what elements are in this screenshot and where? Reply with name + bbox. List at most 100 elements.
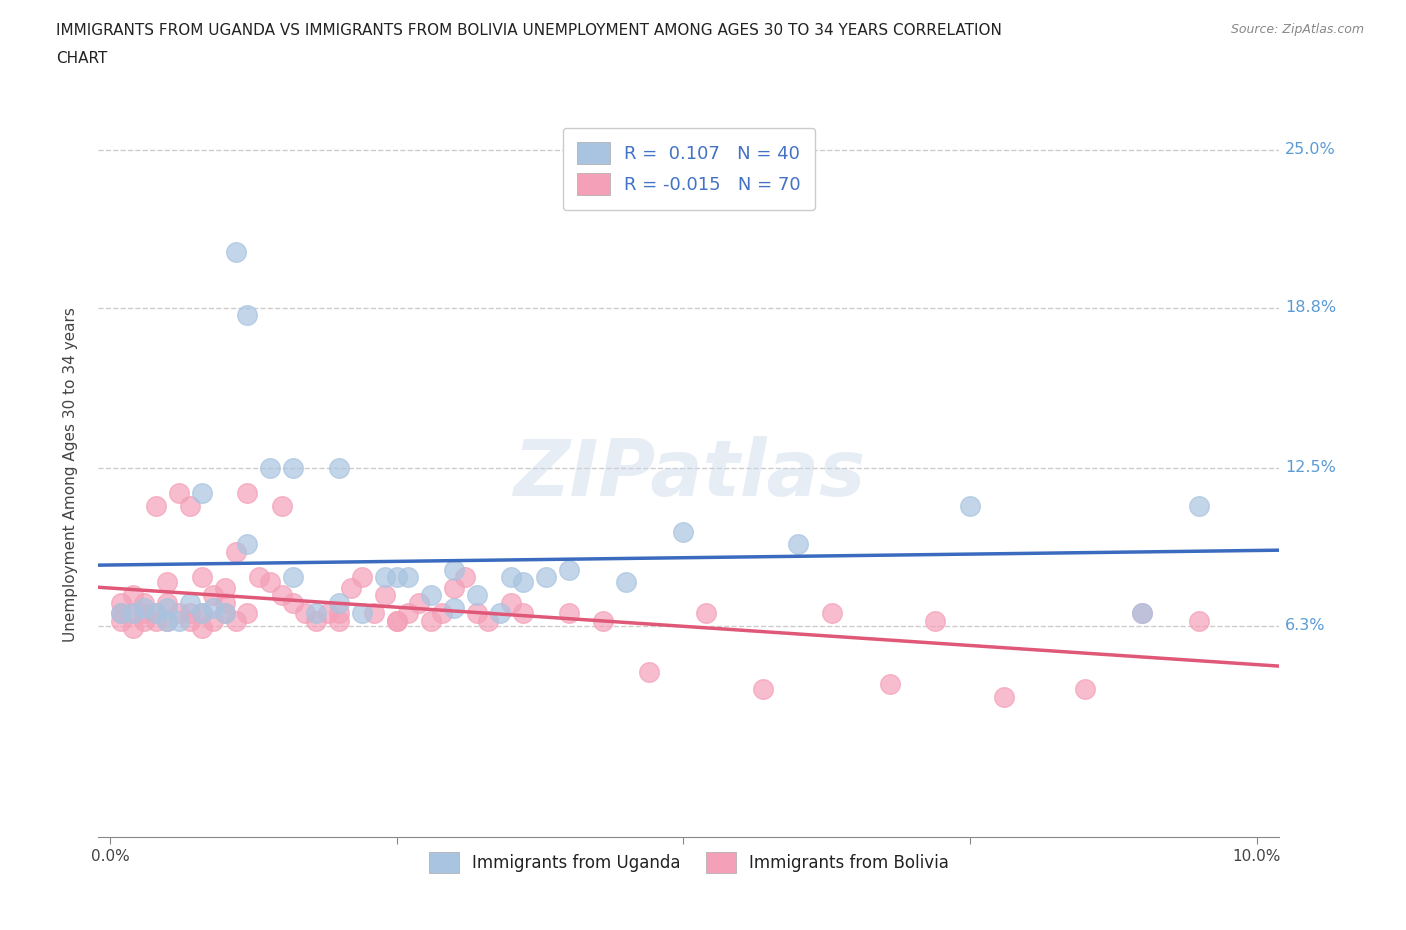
Point: [110, 613, 132, 628]
Point: [121, 605, 143, 620]
Point: [420, 613, 443, 628]
Point: [121, 588, 143, 603]
Point: [959, 498, 981, 513]
Point: [259, 460, 281, 475]
Point: [465, 605, 488, 620]
Point: [270, 588, 292, 603]
Point: [328, 595, 350, 610]
Point: [752, 682, 775, 697]
Point: [225, 613, 247, 628]
Point: [1188, 498, 1211, 513]
Point: [328, 460, 350, 475]
Point: [134, 595, 156, 610]
Point: [420, 588, 443, 603]
Point: [190, 621, 212, 636]
Point: [110, 605, 132, 620]
Text: ZIPatlas: ZIPatlas: [513, 436, 865, 512]
Point: [145, 605, 167, 620]
Point: [993, 689, 1015, 704]
Point: [512, 575, 534, 590]
Point: [443, 601, 465, 616]
Point: [614, 575, 637, 590]
Point: [488, 605, 510, 620]
Point: [534, 570, 557, 585]
Point: [374, 588, 396, 603]
Point: [190, 605, 212, 620]
Text: 12.5%: 12.5%: [1285, 460, 1336, 475]
Point: [672, 525, 695, 539]
Point: [316, 605, 339, 620]
Point: [294, 605, 316, 620]
Point: [592, 613, 614, 628]
Point: [385, 613, 408, 628]
Point: [156, 613, 179, 628]
Point: [385, 613, 408, 628]
Point: [134, 605, 156, 620]
Point: [374, 570, 396, 585]
Point: [202, 588, 225, 603]
Point: [134, 613, 156, 628]
Point: [454, 570, 477, 585]
Point: [695, 605, 717, 620]
Point: [156, 613, 179, 628]
Point: [557, 605, 579, 620]
Point: [352, 570, 374, 585]
Point: [202, 613, 225, 628]
Point: [512, 605, 534, 620]
Point: [156, 595, 179, 610]
Point: [501, 595, 523, 610]
Text: CHART: CHART: [56, 51, 108, 66]
Point: [236, 486, 259, 501]
Point: [339, 580, 361, 595]
Point: [1130, 605, 1153, 620]
Point: [214, 605, 236, 620]
Text: 25.0%: 25.0%: [1285, 142, 1336, 157]
Point: [236, 605, 259, 620]
Point: [396, 570, 419, 585]
Point: [328, 605, 350, 620]
Point: [214, 580, 236, 595]
Point: [443, 563, 465, 578]
Point: [1073, 682, 1095, 697]
Point: [190, 486, 212, 501]
Point: [1130, 605, 1153, 620]
Point: [408, 595, 430, 610]
Point: [214, 595, 236, 610]
Point: [283, 570, 305, 585]
Point: [924, 613, 946, 628]
Point: [236, 537, 259, 551]
Point: [363, 605, 385, 620]
Point: [465, 588, 488, 603]
Point: [214, 605, 236, 620]
Point: [110, 605, 132, 620]
Point: [557, 563, 579, 578]
Point: [305, 605, 328, 620]
Point: [396, 605, 419, 620]
Point: [247, 570, 270, 585]
Point: [145, 498, 167, 513]
Point: [1188, 613, 1211, 628]
Point: [259, 575, 281, 590]
Point: [145, 613, 167, 628]
Point: [167, 613, 190, 628]
Point: [156, 601, 179, 616]
Point: [167, 605, 190, 620]
Point: [202, 601, 225, 616]
Point: [432, 605, 454, 620]
Point: [121, 605, 143, 620]
Point: [190, 570, 212, 585]
Point: [179, 605, 201, 620]
Point: [110, 595, 132, 610]
Point: [352, 605, 374, 620]
Point: [121, 621, 143, 636]
Point: [879, 677, 901, 692]
Point: [236, 308, 259, 323]
Text: 6.3%: 6.3%: [1285, 618, 1326, 633]
Point: [134, 601, 156, 616]
Point: [225, 544, 247, 559]
Point: [156, 575, 179, 590]
Point: [821, 605, 844, 620]
Point: [225, 245, 247, 259]
Point: [637, 664, 659, 679]
Point: [305, 613, 328, 628]
